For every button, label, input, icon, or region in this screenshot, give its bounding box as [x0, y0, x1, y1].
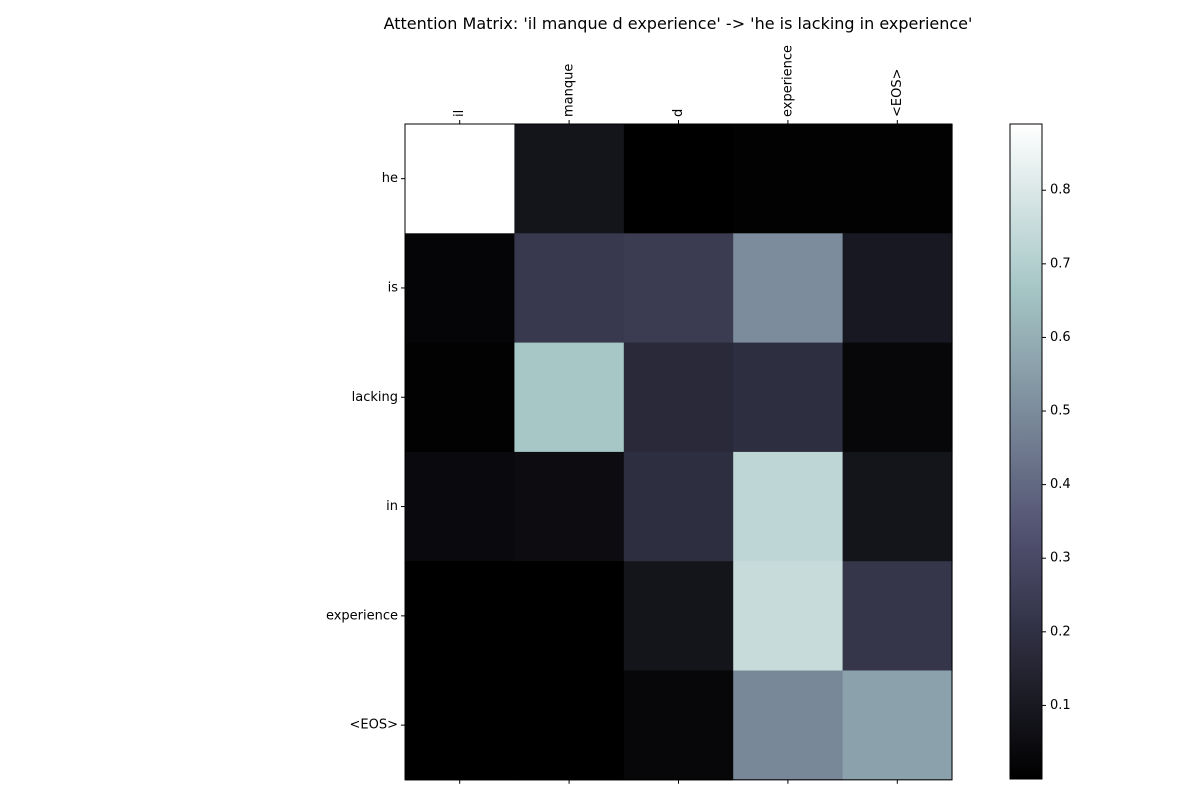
heatmap-cell-lacking-manque: [514, 342, 625, 453]
colorbar-tick-label: 0.1: [1050, 698, 1071, 713]
heatmap-cell-eos-il: [405, 670, 515, 781]
x-tick-label-manque: manque: [562, 64, 577, 117]
colorbar-tick-label: 0.7: [1050, 256, 1071, 271]
heatmap-cell-experience-il: [405, 561, 515, 672]
heatmap-cell-lacking-il: [405, 342, 515, 453]
heatmap-cell-lacking-d: [623, 342, 734, 453]
colorbar-tick-label: 0.6: [1050, 330, 1071, 345]
x-tick-label-il: il: [452, 110, 467, 117]
heatmap-cell-he-manque: [514, 124, 625, 234]
colorbar-tick-label: 0.2: [1050, 624, 1071, 639]
heatmap-cell-lacking-eos: [842, 342, 953, 453]
heatmap-cell-he-d: [623, 124, 734, 234]
y-tick-label-he: he: [382, 171, 398, 186]
heatmap-cell-eos-manque: [514, 670, 625, 781]
heatmap-cell-is-il: [405, 233, 515, 344]
chart-title: Attention Matrix: 'il manque d experienc…: [384, 14, 973, 33]
heatmap-cell-experience-manque: [514, 561, 625, 672]
heatmap-cell-in-eos: [842, 451, 953, 562]
colorbar-tick-label: 0.3: [1050, 551, 1071, 566]
heatmap-cell-in-d: [623, 451, 734, 562]
x-tick-label-d: d: [671, 109, 686, 117]
y-tick-label-in: in: [386, 499, 398, 514]
heatmap-cell-eos-d: [623, 670, 734, 781]
heatmap-cell-in-manque: [514, 451, 625, 562]
heatmap-cell-experience-d: [623, 561, 734, 672]
y-tick-label-is: is: [388, 280, 399, 295]
y-tick-label-lacking: lacking: [352, 390, 398, 405]
colorbar-tick-label: 0.8: [1050, 183, 1071, 198]
x-tick-label-experience: experience: [780, 45, 795, 117]
colorbar-tick-label: 0.4: [1050, 477, 1071, 492]
heatmap-cell-in-il: [405, 451, 515, 562]
heatmap-cells: [404, 123, 953, 781]
colorbar-gradient: [1009, 123, 1043, 780]
x-axis-ticks: il manque d experience <EOS>: [452, 45, 905, 784]
heatmap-cell-experience-experience: [733, 561, 844, 672]
heatmap-cell-in-experience: [733, 451, 844, 562]
colorbar: 0.1 0.2 0.3 0.4 0.5 0.6 0.7 0.8: [1009, 123, 1071, 780]
heatmap-cell-is-experience: [733, 233, 844, 344]
y-axis-ticks: he is lacking in experience <EOS>: [326, 171, 405, 733]
x-tick-label-eos: <EOS>: [890, 69, 905, 117]
heatmap-cell-is-d: [623, 233, 734, 344]
heatmap-cell-he-eos: [842, 124, 953, 234]
heatmap-cell-eos-experience: [733, 670, 844, 781]
y-tick-label-experience: experience: [326, 608, 398, 623]
heatmap-cell-lacking-experience: [733, 342, 844, 453]
y-tick-label-eos: <EOS>: [350, 718, 398, 733]
heatmap-cell-he-experience: [733, 124, 844, 234]
heatmap-cell-he-il: [405, 124, 515, 234]
heatmap-cell-is-eos: [842, 233, 953, 344]
heatmap-cell-is-manque: [514, 233, 625, 344]
colorbar-tick-label: 0.5: [1050, 404, 1071, 419]
heatmap-cell-eos-eos: [842, 670, 953, 781]
heatmap-cell-experience-eos: [842, 561, 953, 672]
